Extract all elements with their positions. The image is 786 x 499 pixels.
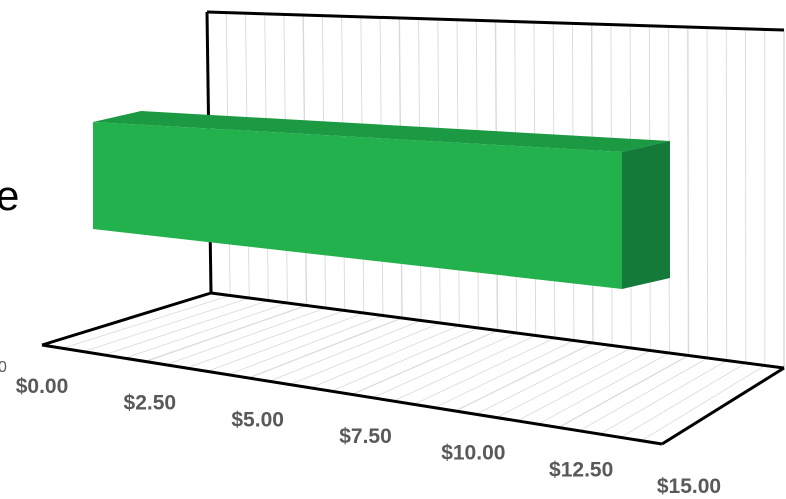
- floor-gridline: [62, 295, 231, 349]
- floor-gridline: [227, 315, 384, 376]
- x-tick-label: $0.00: [16, 375, 69, 398]
- x-tick-label: $5.00: [231, 408, 284, 431]
- floor-gridline: [413, 337, 555, 405]
- floor-gridline: [124, 302, 288, 359]
- floor-front-edge: [41, 343, 663, 446]
- floor-gridline: [537, 352, 670, 425]
- x-axis-tick-labels: $0.00 $2.50 $5.00 $7.50 $10.00 $12.50 $15.00: [16, 375, 721, 498]
- floor-gridline: [351, 329, 498, 396]
- floor-gridline: [496, 347, 632, 418]
- x-tick-label: $12.50: [549, 458, 613, 481]
- floor-gridline: [599, 360, 727, 435]
- x-tick-label: $10.00: [441, 442, 505, 465]
- floor-gridline: [207, 312, 364, 372]
- x-tick-label: $2.50: [124, 392, 177, 415]
- floor-gridline: [145, 304, 307, 363]
- floor-gridline: [310, 325, 460, 389]
- floor-right-edge: [661, 366, 785, 446]
- floor-gridline: [83, 297, 250, 352]
- floor-gridline: [165, 307, 326, 366]
- wall-gridline: [687, 26, 690, 356]
- wall-gridline: [706, 27, 709, 359]
- cut-off-tick-fragment: 0: [0, 359, 7, 376]
- floor-gridline: [186, 310, 345, 369]
- bar-top-face: [93, 111, 670, 152]
- floor-gridline: [579, 357, 708, 432]
- floor-gridline: [434, 340, 575, 409]
- floor-gridline: [372, 332, 517, 399]
- floor-gridline: [620, 362, 747, 438]
- floor-gridline: [289, 322, 441, 385]
- floor-gridlines: [41, 292, 785, 445]
- bar-side-face: [622, 141, 670, 289]
- x-tick-label: $15.00: [657, 475, 721, 498]
- floor-gridline: [393, 335, 536, 402]
- bar-series: [93, 111, 670, 289]
- floor-gridline: [558, 354, 689, 429]
- floor-gridline: [331, 327, 479, 392]
- back-wall-bottom-edge: [210, 291, 785, 370]
- floor-gridline: [517, 350, 651, 422]
- floor-gridline: [641, 365, 766, 442]
- floor-gridline: [455, 342, 594, 412]
- bar-front-face: [93, 122, 622, 289]
- back-wall-top-edge: [206, 10, 785, 32]
- floor-left-edge: [41, 291, 212, 347]
- floor-gridline: [103, 300, 269, 356]
- cut-off-axis-title-fragment: e: [0, 172, 19, 219]
- floor-gridline: [475, 345, 613, 415]
- floor-gridline: [248, 317, 403, 379]
- floor-gridline: [269, 320, 422, 382]
- x-tick-label: $7.50: [339, 425, 392, 448]
